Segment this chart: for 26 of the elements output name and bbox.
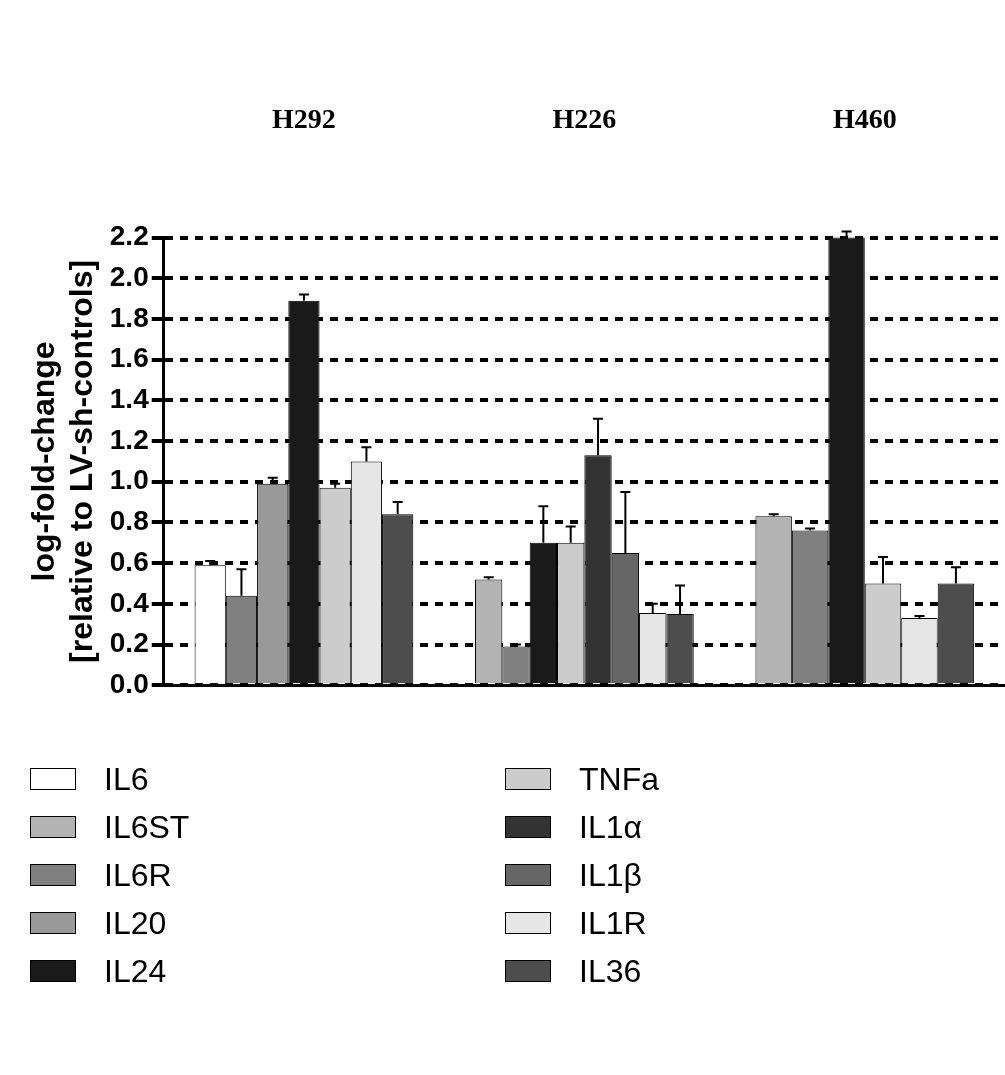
y-tick-label: 0.0: [109, 667, 149, 699]
y-tick-label: 2.0: [109, 261, 149, 293]
legend-label: TNFa: [579, 760, 659, 798]
legend-label: IL6ST: [104, 808, 190, 846]
legend-label: IL24: [104, 952, 167, 990]
legend-label: IL20: [104, 904, 167, 942]
legend-label: IL1R: [579, 904, 647, 942]
x-tick-label: H226: [552, 103, 617, 135]
y-tick-label: 0.4: [109, 586, 150, 618]
legend-label: IL6R: [104, 856, 172, 894]
y-tick-label: 1.2: [109, 423, 149, 455]
legend-label: IL1α: [579, 808, 642, 846]
text: IL6: [104, 760, 149, 798]
x-tick-label: H292: [272, 103, 336, 135]
y-tick-label: 0.8: [109, 505, 149, 537]
legend-label: IL1β: [579, 856, 642, 894]
y-tick-label: 1.4: [109, 383, 150, 415]
y-tick-label: 1.0: [109, 464, 149, 496]
y-tick-label: 2.2: [109, 220, 149, 252]
y-tick-label: 0.6: [109, 545, 149, 577]
y-tick-label: 1.6: [109, 342, 149, 374]
y-tick-label: 1.8: [109, 301, 149, 333]
x-tick-label: H460: [832, 103, 897, 135]
y-axis-title: log-fold-change [relative to LV-sh-controls]: [25, 259, 100, 663]
y-tick-label: 0.2: [109, 627, 149, 659]
legend-label: IL36: [579, 952, 642, 990]
